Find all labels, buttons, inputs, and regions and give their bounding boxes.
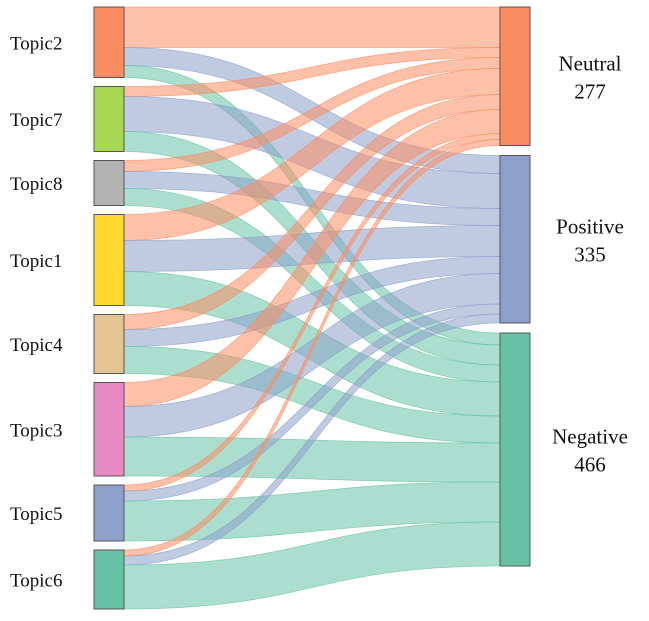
labels: Topic2 Topic7 Topic8 Topic1 Topic4 Topic3 Topi… <box>10 33 628 591</box>
label-topic3: Topic3 <box>10 420 63 441</box>
label-topic6: Topic6 <box>10 571 63 592</box>
label-positive: Positive <box>556 214 624 238</box>
label-topic8: Topic8 <box>10 174 63 195</box>
flow-links <box>123 6 501 610</box>
label-topic7: Topic7 <box>10 110 63 131</box>
node-neutral <box>499 6 531 146</box>
label-neutral: Neutral <box>559 51 622 75</box>
node-topic2 <box>93 6 125 78</box>
node-negative <box>499 332 531 567</box>
label-negative: Negative <box>552 425 628 449</box>
node-topic4 <box>93 314 125 374</box>
label-topic2: Topic2 <box>10 33 63 54</box>
node-topic5 <box>93 484 125 542</box>
value-positive: 335 <box>574 242 606 266</box>
node-topic7 <box>93 86 125 152</box>
node-topic6 <box>93 549 125 610</box>
label-topic1: Topic1 <box>10 251 63 272</box>
flow-topic2-neutral <box>123 6 501 48</box>
nodes <box>93 6 531 610</box>
node-topic8 <box>93 160 125 206</box>
node-positive <box>499 155 531 324</box>
label-topic5: Topic5 <box>10 504 63 525</box>
value-neutral: 277 <box>574 79 606 103</box>
node-topic3 <box>93 382 125 477</box>
label-topic4: Topic4 <box>10 335 63 356</box>
value-negative: 466 <box>574 453 606 477</box>
node-topic1 <box>93 214 125 306</box>
